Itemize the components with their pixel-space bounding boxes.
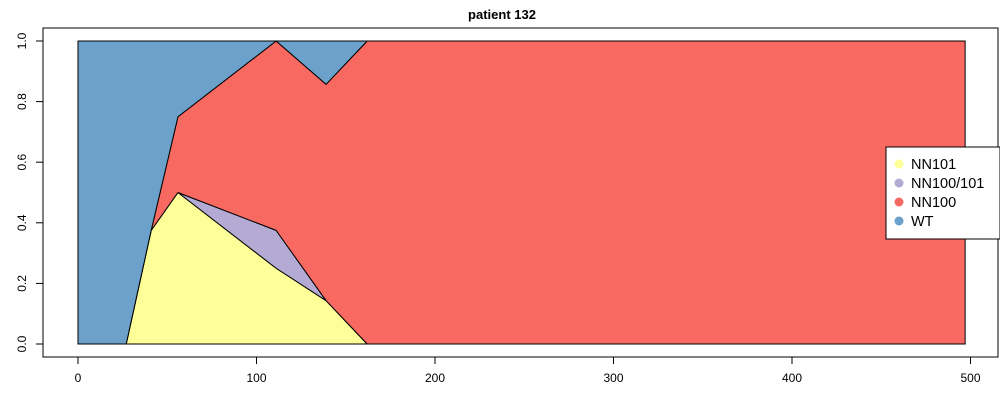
- legend-label: WT: [911, 214, 934, 230]
- legend-marker: [894, 197, 904, 207]
- y-tick-label: 0.0: [15, 335, 29, 352]
- legend-marker: [894, 178, 904, 188]
- y-tick-label: 1.0: [15, 32, 29, 49]
- legend-label: NN100: [911, 195, 956, 211]
- legend: NN101 NN100/101 NN100 WT: [885, 146, 1000, 240]
- area-layers: [77, 40, 966, 345]
- y-tick-label: 0.8: [15, 93, 29, 110]
- x-tick-label: 400: [782, 371, 802, 385]
- y-axis: 0.0 0.2 0.4 0.6 0.8 1.0: [15, 32, 44, 352]
- x-tick-label: 300: [603, 371, 623, 385]
- y-tick-label: 0.4: [15, 214, 29, 231]
- x-tick-label: 500: [960, 371, 980, 385]
- area-wt: [77, 40, 966, 345]
- legend-label: NN101: [911, 157, 956, 173]
- x-tick-label: 100: [246, 371, 266, 385]
- legend-marker: [894, 216, 904, 226]
- y-tick-label: 0.6: [15, 154, 29, 171]
- legend-marker: [894, 159, 904, 169]
- x-tick-label: 0: [75, 371, 82, 385]
- legend-label: NN100/101: [911, 176, 984, 192]
- legend-box: [885, 146, 1000, 240]
- x-axis: 0 100 200 300 400 500: [75, 356, 981, 385]
- y-tick-label: 0.2: [15, 275, 29, 292]
- chart-title: patient 132: [468, 7, 536, 22]
- x-tick-label: 200: [425, 371, 445, 385]
